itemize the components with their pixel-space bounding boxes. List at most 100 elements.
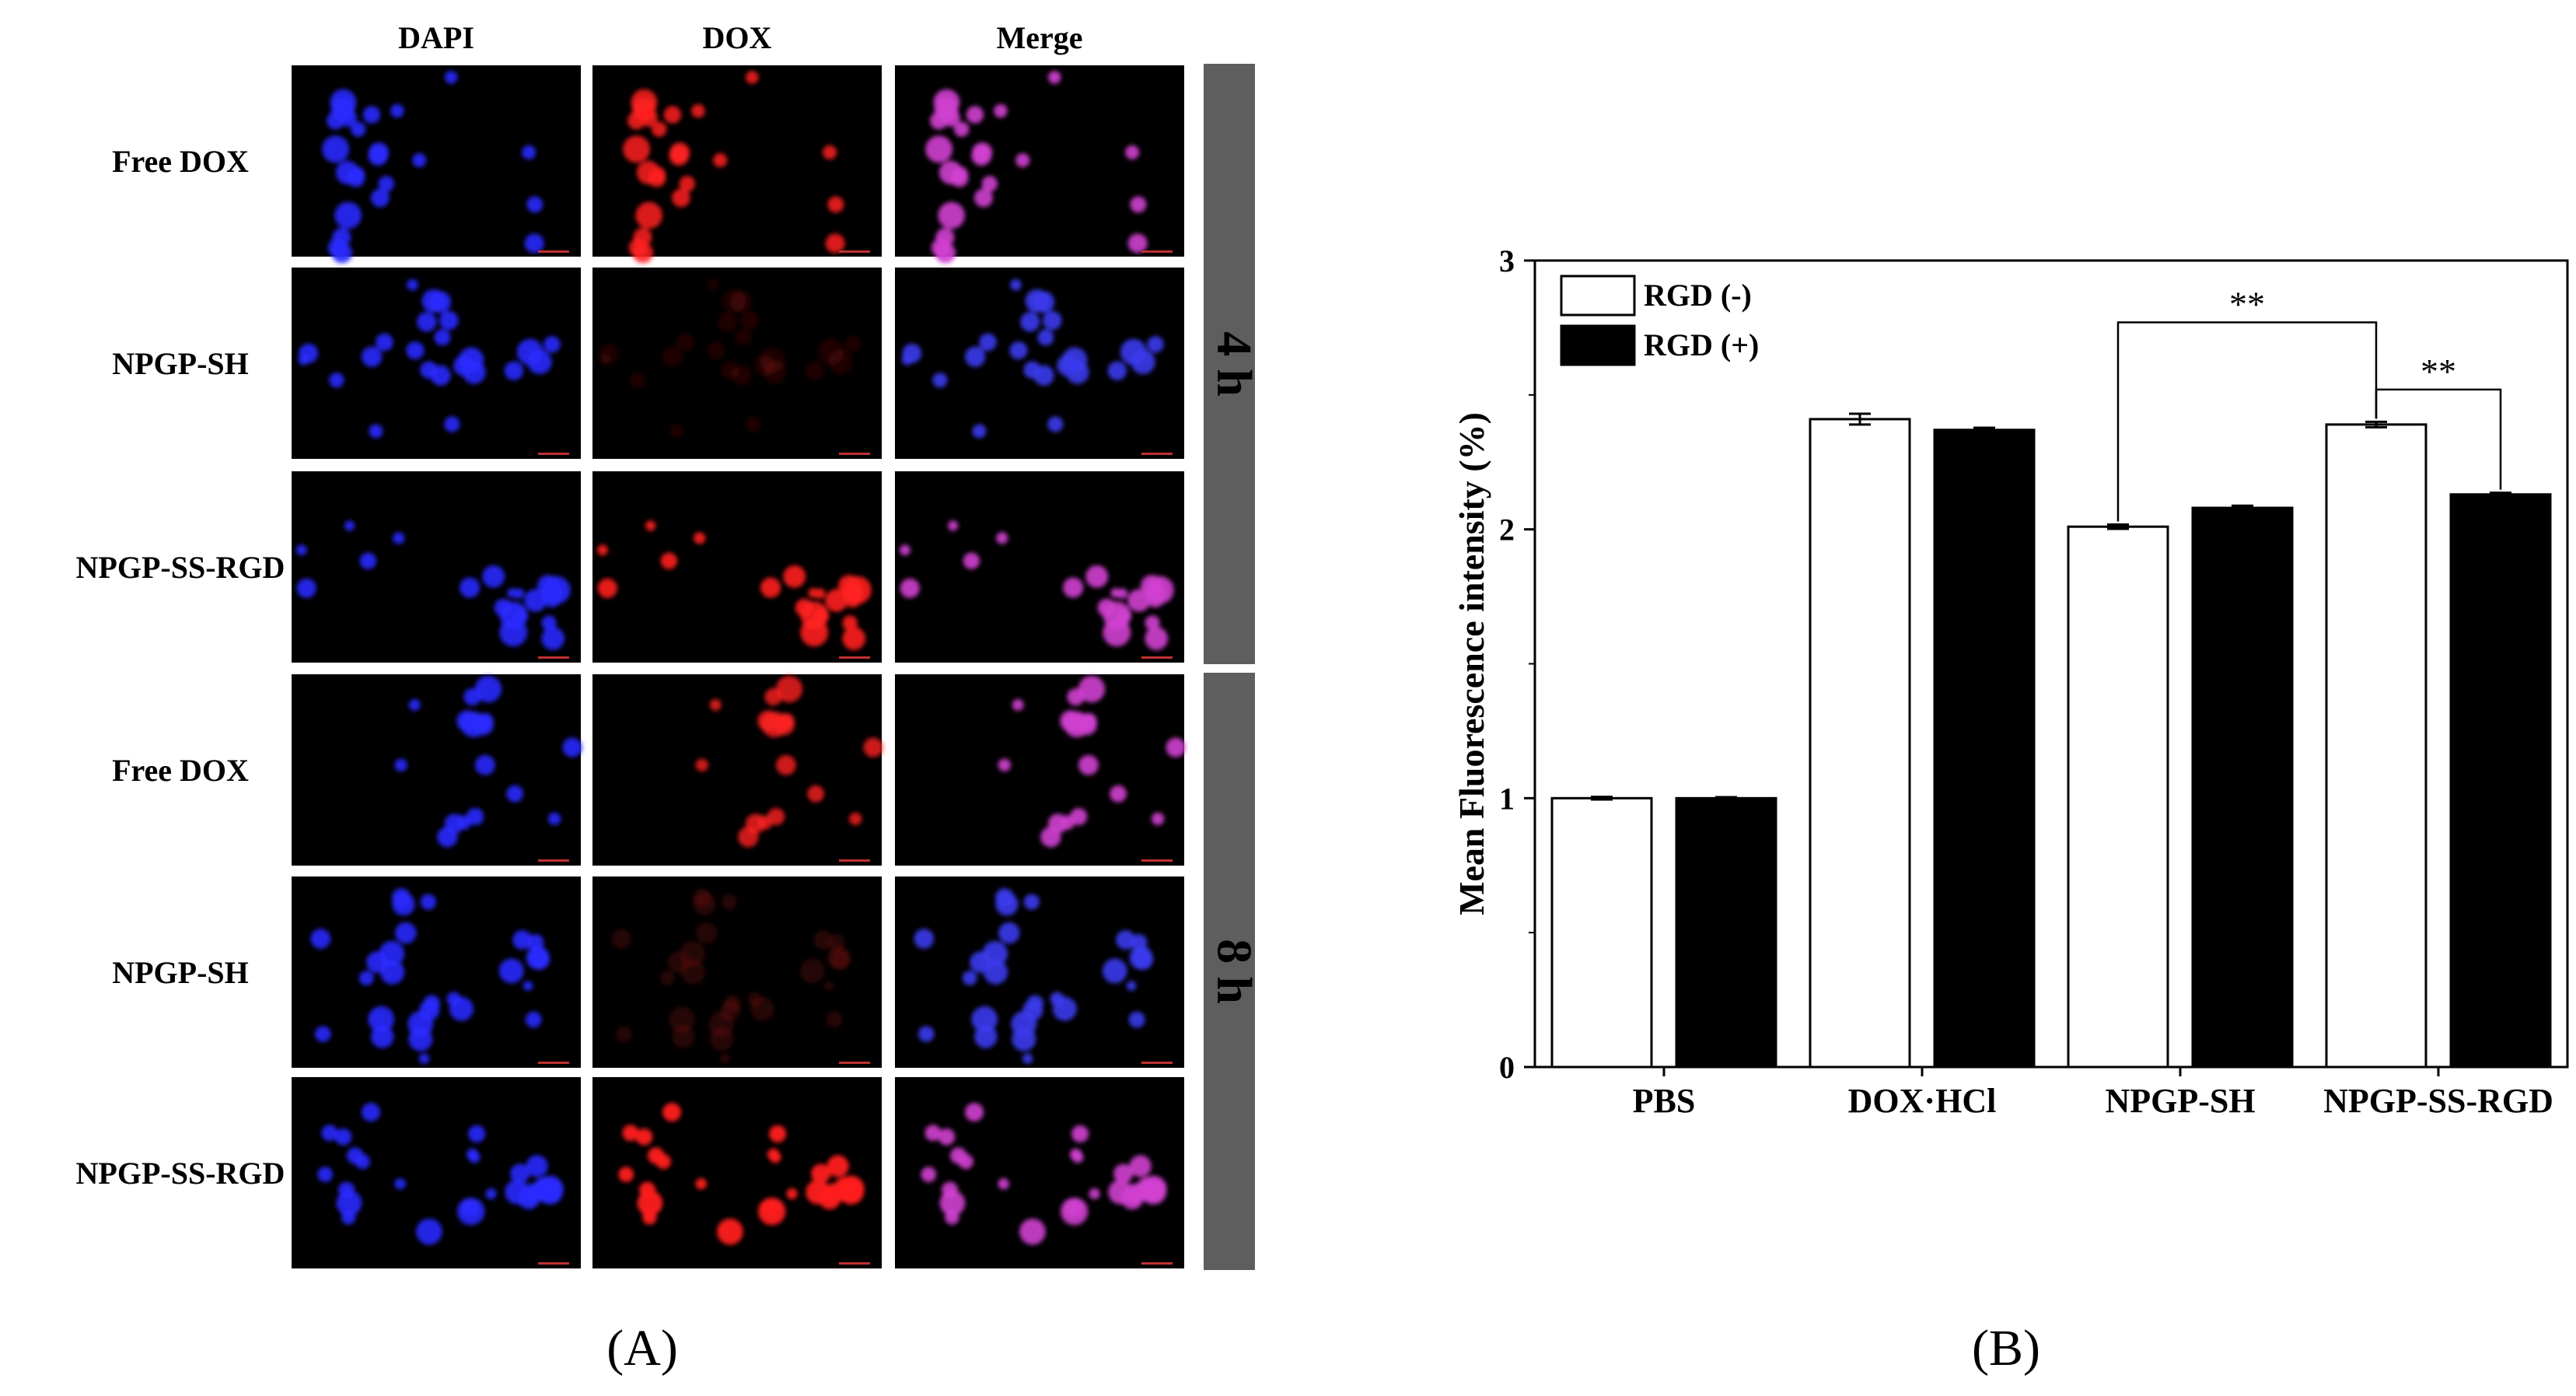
cell (713, 152, 728, 168)
bar-chart: 0 1 2 3 Mean Fluorescence intensity (%) PBS DO… (1452, 243, 2569, 1377)
cell (482, 565, 505, 588)
cell (660, 552, 678, 569)
merge-cells (921, 1103, 1167, 1245)
scale-bar (839, 1262, 870, 1265)
significance-label: ** (2420, 352, 2456, 391)
cell (1050, 992, 1064, 1006)
cell (504, 361, 524, 380)
cell (641, 1209, 657, 1225)
cell (930, 111, 948, 130)
cell (707, 341, 725, 360)
cell (371, 1025, 394, 1048)
cell (974, 188, 993, 208)
merge-image (895, 876, 1184, 1068)
merge-image (895, 674, 1184, 866)
cell (645, 520, 656, 531)
cell (1125, 1183, 1146, 1205)
cell (369, 424, 383, 439)
cell (662, 346, 683, 367)
bar (1550, 796, 1653, 1069)
cell (298, 354, 309, 366)
cell (948, 520, 959, 531)
cell (513, 588, 525, 599)
cell (434, 329, 451, 346)
cell (457, 1197, 485, 1226)
y-tick-label: 3 (1499, 243, 1515, 278)
cell (616, 1026, 632, 1042)
significance-label: ** (2229, 285, 2265, 324)
dox-image (592, 876, 882, 1068)
cell (691, 103, 705, 118)
cell (359, 552, 377, 569)
cell (529, 949, 550, 970)
cell (547, 812, 561, 826)
cell (695, 1177, 707, 1190)
cell (512, 930, 533, 950)
cell (295, 544, 307, 556)
cell (958, 1153, 973, 1170)
scale-bar (839, 250, 870, 253)
cell (1120, 338, 1147, 366)
scale-bar (538, 250, 569, 253)
time-bar (1204, 64, 1255, 664)
cell (394, 758, 407, 771)
cell (747, 992, 762, 1006)
cell (662, 1103, 682, 1121)
cell (942, 1181, 959, 1198)
cell (719, 1053, 731, 1064)
cell (998, 758, 1011, 771)
cell (392, 893, 415, 916)
time-bar (1204, 673, 1255, 1270)
cell (420, 894, 436, 910)
cell (1113, 1163, 1134, 1184)
cell (485, 1188, 497, 1200)
cell (776, 754, 796, 775)
cell (1127, 233, 1148, 254)
x-tick-label: DOX·HCl (1848, 1082, 1997, 1120)
cell (635, 201, 663, 229)
merge-cells (914, 888, 1153, 1064)
cell (516, 338, 544, 366)
cell (444, 416, 460, 432)
cell (1116, 930, 1136, 950)
cell (321, 1125, 338, 1142)
cell (998, 1177, 1009, 1190)
cell (468, 1151, 481, 1163)
cell (477, 712, 494, 730)
cell (972, 424, 987, 439)
cell (981, 176, 998, 192)
cell (679, 176, 695, 192)
dapi-cells (317, 1103, 564, 1245)
cell (1089, 1188, 1100, 1200)
cell (1012, 698, 1024, 711)
cell (334, 201, 362, 229)
cell (406, 341, 425, 360)
cell (623, 135, 651, 163)
dapi-cells (298, 278, 561, 439)
cell (475, 754, 495, 775)
cell (763, 360, 787, 384)
legend-label: RGD (-) (1644, 278, 1752, 313)
scale-bar (839, 453, 870, 455)
cell (439, 310, 459, 331)
cell (817, 338, 844, 366)
scale-bar (1141, 250, 1173, 253)
cell (1127, 589, 1151, 612)
cell (814, 588, 826, 599)
cell (512, 608, 529, 624)
cell (1166, 737, 1186, 757)
dapi-image (292, 674, 581, 866)
cell (944, 1209, 959, 1225)
cell (1071, 1125, 1089, 1142)
cell (1022, 1053, 1033, 1064)
merge-image (895, 471, 1184, 663)
scale-bar (538, 656, 569, 659)
cell (630, 373, 645, 388)
cell (474, 675, 502, 703)
cell (837, 1178, 865, 1205)
cell (983, 960, 1008, 985)
bar (2067, 525, 2169, 1069)
cell (1019, 1218, 1046, 1245)
cell (378, 176, 394, 192)
cell (498, 958, 524, 984)
